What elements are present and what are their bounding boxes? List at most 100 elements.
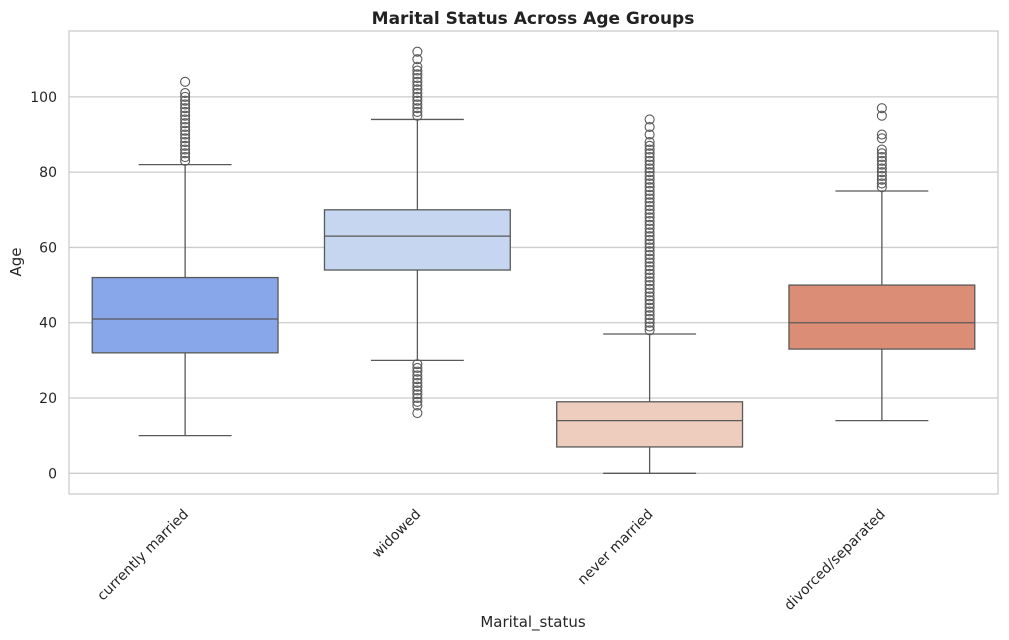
- outlier-point: [644, 246, 655, 257]
- outlier-point: [412, 61, 423, 72]
- outlier-point: [644, 200, 655, 212]
- outlier-point: [876, 178, 887, 189]
- outlier-point: [412, 65, 423, 76]
- outlier-point: [180, 95, 191, 106]
- outlier-point: [180, 155, 191, 166]
- outlier-point: [412, 366, 423, 377]
- y-axis-label: Age: [7, 247, 25, 276]
- outlier-point: [644, 325, 655, 336]
- outlier-point: [412, 80, 423, 91]
- outlier-point: [876, 170, 887, 181]
- outlier-point: [644, 310, 655, 321]
- outlier-point: [644, 159, 655, 170]
- outlier-point: [876, 129, 887, 140]
- outlier-point: [644, 212, 655, 223]
- box-iqr: [556, 401, 744, 448]
- outlier-point: [876, 152, 887, 163]
- outlier-point: [180, 99, 191, 110]
- outlier-point: [644, 306, 655, 317]
- outlier-point: [412, 103, 423, 114]
- outlier-point: [180, 133, 191, 144]
- outlier-point: [412, 54, 423, 65]
- outlier-point: [644, 193, 655, 204]
- outlier-point: [412, 408, 423, 419]
- outlier-point: [412, 392, 423, 404]
- outlier-point: [644, 129, 655, 140]
- outlier-point: [644, 249, 655, 261]
- outlier-point: [180, 129, 191, 140]
- outlier-point: [180, 148, 191, 159]
- y-tick-label: 60: [39, 240, 57, 256]
- outlier-point: [644, 223, 655, 234]
- outlier-point: [412, 362, 423, 373]
- outlier-point: [180, 103, 191, 114]
- chart-title: Marital Status Across Age Groups: [372, 9, 695, 29]
- outlier-point: [412, 400, 423, 411]
- outlier-point: [644, 231, 655, 242]
- outlier-point: [412, 385, 423, 396]
- outlier-point: [644, 287, 655, 298]
- outlier-point: [644, 144, 655, 155]
- outlier-point: [180, 88, 191, 99]
- plot-frame: [68, 30, 999, 495]
- outlier-point: [412, 106, 423, 117]
- outlier-point: [876, 159, 887, 170]
- outlier-point: [180, 121, 191, 133]
- outlier-point: [644, 227, 655, 238]
- outlier-point: [412, 73, 423, 84]
- y-tick-label: 20: [39, 391, 57, 407]
- outlier-point: [876, 144, 887, 155]
- outlier-point: [644, 197, 655, 208]
- outlier-point: [412, 46, 423, 57]
- outlier-point: [412, 99, 423, 110]
- outlier-point: [412, 110, 423, 121]
- outlier-point: [876, 155, 887, 166]
- outlier-point: [644, 321, 655, 332]
- outlier-point: [180, 140, 191, 151]
- box-iqr: [91, 276, 279, 354]
- outlier-point: [876, 103, 887, 114]
- outlier-point: [644, 155, 655, 166]
- outlier-point: [180, 76, 191, 87]
- outlier-point: [876, 148, 887, 159]
- box-iqr: [788, 284, 976, 350]
- outlier-point: [412, 95, 423, 106]
- outlier-point: [876, 174, 887, 185]
- outlier-point: [644, 216, 655, 227]
- outlier-point: [644, 253, 655, 264]
- outlier-point: [876, 163, 887, 174]
- outlier-point: [644, 257, 655, 268]
- outlier-point: [180, 118, 191, 129]
- outlier-point: [644, 313, 655, 325]
- outlier-point: [644, 317, 655, 328]
- outlier-point: [644, 295, 655, 306]
- outlier-point: [412, 381, 423, 392]
- outlier-point: [876, 167, 887, 178]
- outlier-point: [644, 298, 655, 309]
- outlier-point: [644, 174, 655, 185]
- outlier-point: [644, 140, 655, 151]
- box-group: [556, 114, 744, 474]
- outlier-point: [644, 170, 655, 181]
- y-tick-label: 100: [30, 90, 57, 106]
- outlier-point: [876, 133, 887, 144]
- outlier-point: [876, 110, 887, 121]
- outlier-point: [180, 91, 191, 102]
- outlier-point: [180, 144, 191, 155]
- outlier-point: [644, 189, 655, 200]
- box-group: [788, 103, 976, 422]
- outlier-point: [644, 268, 655, 279]
- outlier-point: [644, 204, 655, 215]
- outlier-point: [644, 167, 655, 178]
- outlier-point: [644, 234, 655, 245]
- outlier-point: [180, 152, 191, 163]
- outlier-point: [644, 114, 655, 125]
- outlier-point: [644, 163, 655, 174]
- box-iqr: [323, 209, 511, 271]
- outlier-point: [644, 242, 655, 253]
- outlier-point: [412, 76, 423, 87]
- outlier-point: [412, 389, 423, 400]
- y-tick-label: 0: [48, 466, 57, 482]
- box-group: [323, 46, 511, 419]
